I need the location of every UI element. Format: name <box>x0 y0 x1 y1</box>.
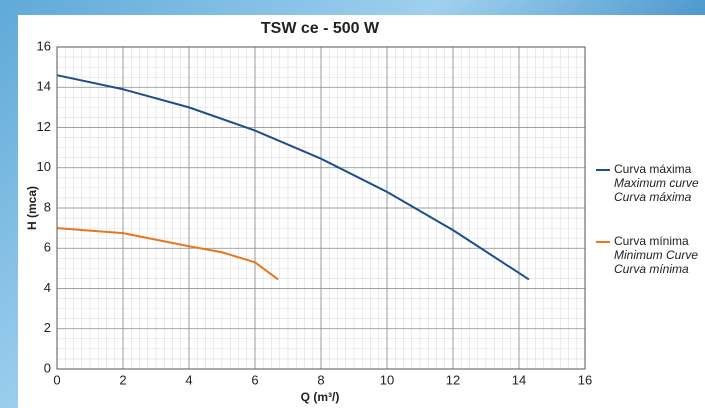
legend-label-alt: Curva máxima <box>614 190 692 204</box>
x-tick-label: 10 <box>380 372 394 387</box>
y-axis-label: H (mca) <box>25 186 39 230</box>
plot-frame <box>56 46 586 370</box>
y-tick-label: 12 <box>37 119 51 134</box>
chart-title: TSW ce - 500 W <box>261 20 380 37</box>
line-series <box>56 227 279 281</box>
panel <box>18 15 705 408</box>
line-series <box>56 74 530 281</box>
legend-label: Curva máxima <box>614 162 692 176</box>
legend-label-en: Maximum curve <box>614 176 699 190</box>
y-tick-label: 16 <box>37 38 51 53</box>
y-tick-label: 14 <box>37 79 51 94</box>
y-tick-label: 2 <box>44 320 51 335</box>
x-tick-label: 14 <box>512 372 526 387</box>
legend-label: Curva mínima <box>614 234 689 248</box>
y-tick-label: 10 <box>37 159 51 174</box>
x-tick-label: 12 <box>446 372 460 387</box>
y-tick-label: 0 <box>44 360 51 375</box>
y-tick-label: 8 <box>44 199 51 214</box>
y-tick-label: 4 <box>44 280 51 295</box>
legend-label-alt: Curva mínima <box>614 262 689 276</box>
legend-label-en: Minimum Curve <box>614 248 698 262</box>
y-tick-label: 6 <box>44 240 51 255</box>
x-tick-label: 6 <box>251 372 258 387</box>
x-tick-label: 16 <box>578 372 592 387</box>
x-tick-label: 0 <box>53 372 60 387</box>
x-tick-label: 4 <box>185 372 192 387</box>
x-tick-label: 2 <box>119 372 126 387</box>
x-axis-label: Q (m³/) <box>301 390 340 404</box>
x-tick-label: 8 <box>317 372 324 387</box>
